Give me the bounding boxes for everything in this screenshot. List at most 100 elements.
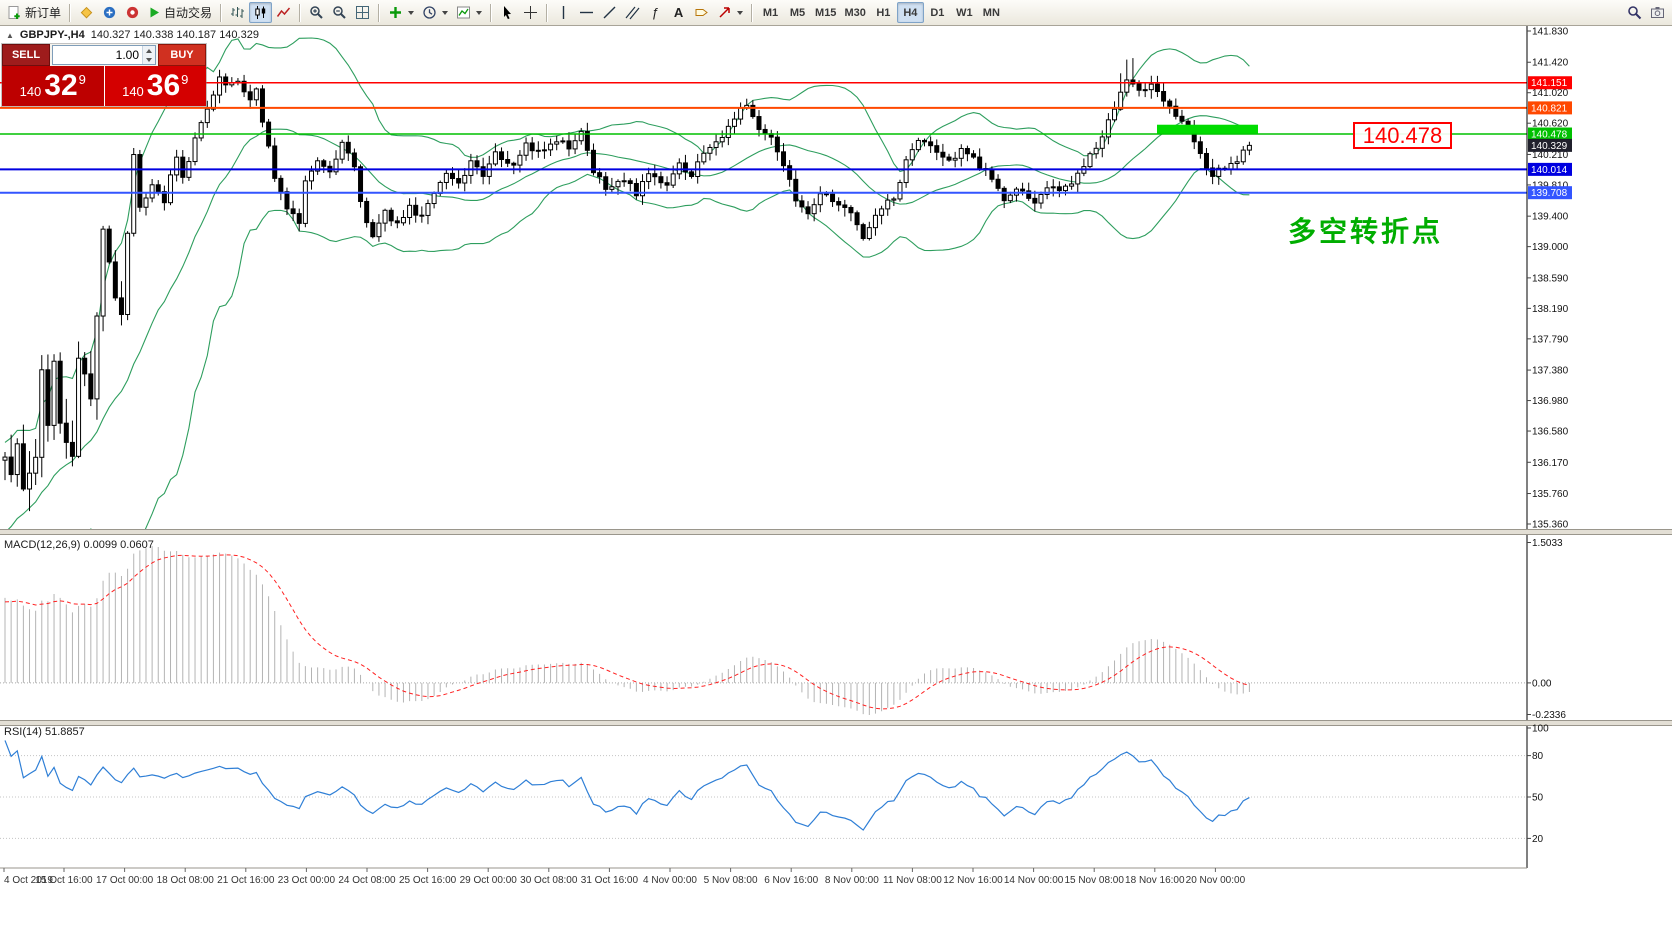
buy-button[interactable]: BUY [158,44,206,66]
timeframe-button-m30[interactable]: M30 [844,6,866,19]
price-chart[interactable]: 141.830 141.420 141.020 140.620 140.210 139.8… [0,26,1672,949]
crosshair-button[interactable] [519,2,542,23]
time-axis-label: 25 Oct 16:00 [399,875,457,886]
text-button[interactable]: A [667,2,690,23]
macd-scale-label: -0.2336 [1532,710,1566,721]
level-tag-label: 140.014 [1531,165,1568,176]
price-tick-label: 136.580 [1532,427,1569,438]
timeframe-button-mn[interactable]: MN [982,6,1000,19]
timeframe-button-m15[interactable]: M15 [815,6,837,19]
spin-up-icon [146,48,152,53]
sell-price-pip: 9 [78,71,86,87]
price-tick-label: 136.170 [1532,458,1569,469]
buy-price-display[interactable]: 140 36 9 [104,66,206,106]
fibonacci-button[interactable]: ƒ [644,2,667,23]
price-tick-label: 141.020 [1532,88,1569,99]
community-button[interactable] [121,2,144,23]
candlestick-chart-button[interactable] [249,2,273,23]
timeframe-button-m1[interactable]: M1 [762,6,779,19]
bar-chart-button[interactable] [226,2,249,23]
price-tick-label: 139.000 [1532,242,1569,253]
toolbar-separator [220,3,223,22]
cursor-button[interactable] [496,2,519,23]
price-tick-label: 135.360 [1532,520,1569,531]
price-tick-label: 140.620 [1532,119,1569,130]
sell-button[interactable]: SELL [2,44,50,66]
shapes-button[interactable] [713,2,747,23]
macd-scale-label: 1.5033 [1532,538,1563,549]
level-tag [1528,186,1572,200]
line-chart-button[interactable] [272,2,295,23]
sell-price-big: 32 [44,69,78,102]
sell-price-prefix: 140 [19,83,42,99]
timeframe-button-h1[interactable]: H1 [876,6,891,19]
tile-windows-button[interactable] [351,2,374,23]
line-chart-icon [276,5,291,20]
trendline-icon [602,5,617,20]
trade-panel-controls: SELL 1.00 BUY [2,44,206,66]
trendline-button[interactable] [598,2,621,23]
highlight-zone[interactable] [1157,124,1258,134]
zoom-out-button[interactable] [328,2,351,23]
timeframe-button-m5[interactable]: M5 [789,6,806,19]
zoom-out-icon [332,5,347,20]
fibonacci-icon: ƒ [651,5,660,20]
volume-decrease-button[interactable] [143,55,155,64]
rsi-label: RSI(14) 51.8857 [4,726,85,738]
toolbar-separator [69,3,72,22]
zoom-in-icon [309,5,324,20]
rsi-scale-label: 100 [1532,724,1549,735]
app-market-button[interactable] [98,2,121,23]
price-callout[interactable]: 140.478 [1353,122,1452,149]
time-axis-label: 6 Nov 16:00 [764,875,818,886]
camera-icon [1650,5,1665,20]
main-plot[interactable] [2,37,1252,623]
new-order-button[interactable]: 新订单 [3,2,65,23]
level-tag [1528,162,1572,176]
time-axis-label: 4 Oct 2019 [4,875,53,886]
rsi-scale-label: 80 [1532,751,1544,762]
dropdown-caret-icon [476,10,483,15]
volume-spinner [142,46,155,64]
volume-value[interactable]: 1.00 [115,48,139,62]
timeframe-button-w1[interactable]: W1 [956,6,973,19]
macd-scale-label: 0.00 [1532,678,1552,689]
level-tag [1528,101,1572,115]
price-tick-label: 137.790 [1532,334,1569,345]
time-axis-label: 18 Nov 16:00 [1125,875,1185,886]
level-tag [1528,76,1572,90]
time-axis-label: 20 Nov 00:00 [1186,875,1246,886]
time-axis-label: 5 Nov 08:00 [704,875,758,886]
autotrading-button[interactable]: 自动交易 [144,2,216,23]
spin-down-icon [146,57,152,62]
new-order-label: 新订单 [25,6,62,20]
volume-increase-button[interactable] [143,46,155,55]
price-tick-label: 141.420 [1532,58,1569,69]
horizontal-line-button[interactable] [575,2,598,23]
search-button[interactable] [1623,2,1646,23]
label-button[interactable] [690,2,713,23]
indicators-button[interactable] [384,2,418,23]
turning-point-note[interactable]: 多空转折点 [1288,216,1444,247]
level-tag-label: 141.151 [1531,78,1568,89]
sell-price-display[interactable]: 140 32 9 [2,66,104,106]
templates-button[interactable] [452,2,486,23]
timeframe-button-d1[interactable]: D1 [930,6,945,19]
channel-button[interactable] [621,2,644,23]
timeframe-button-h4[interactable]: H4 [896,2,924,23]
periodicity-button[interactable] [418,2,452,23]
cursor-icon [500,5,515,20]
bar-chart-icon [230,5,245,20]
snapshot-button[interactable] [1646,2,1669,23]
metaeditor-button[interactable] [75,2,98,23]
bollinger-middle [7,115,1250,529]
vertical-line-button[interactable] [552,2,575,23]
instrument-icon: ▲ [6,30,14,40]
rsi-scale-label: 20 [1532,834,1544,845]
zoom-in-button[interactable] [305,2,328,23]
volume-stepper[interactable]: 1.00 [52,45,156,65]
time-axis-label: 18 Oct 08:00 [157,875,215,886]
symbol-ohlc: 140.327 140.338 140.187 140.329 [90,29,259,41]
toolbar: 新订单 自动交易 [0,0,1672,26]
bollinger-lower [90,167,1250,529]
